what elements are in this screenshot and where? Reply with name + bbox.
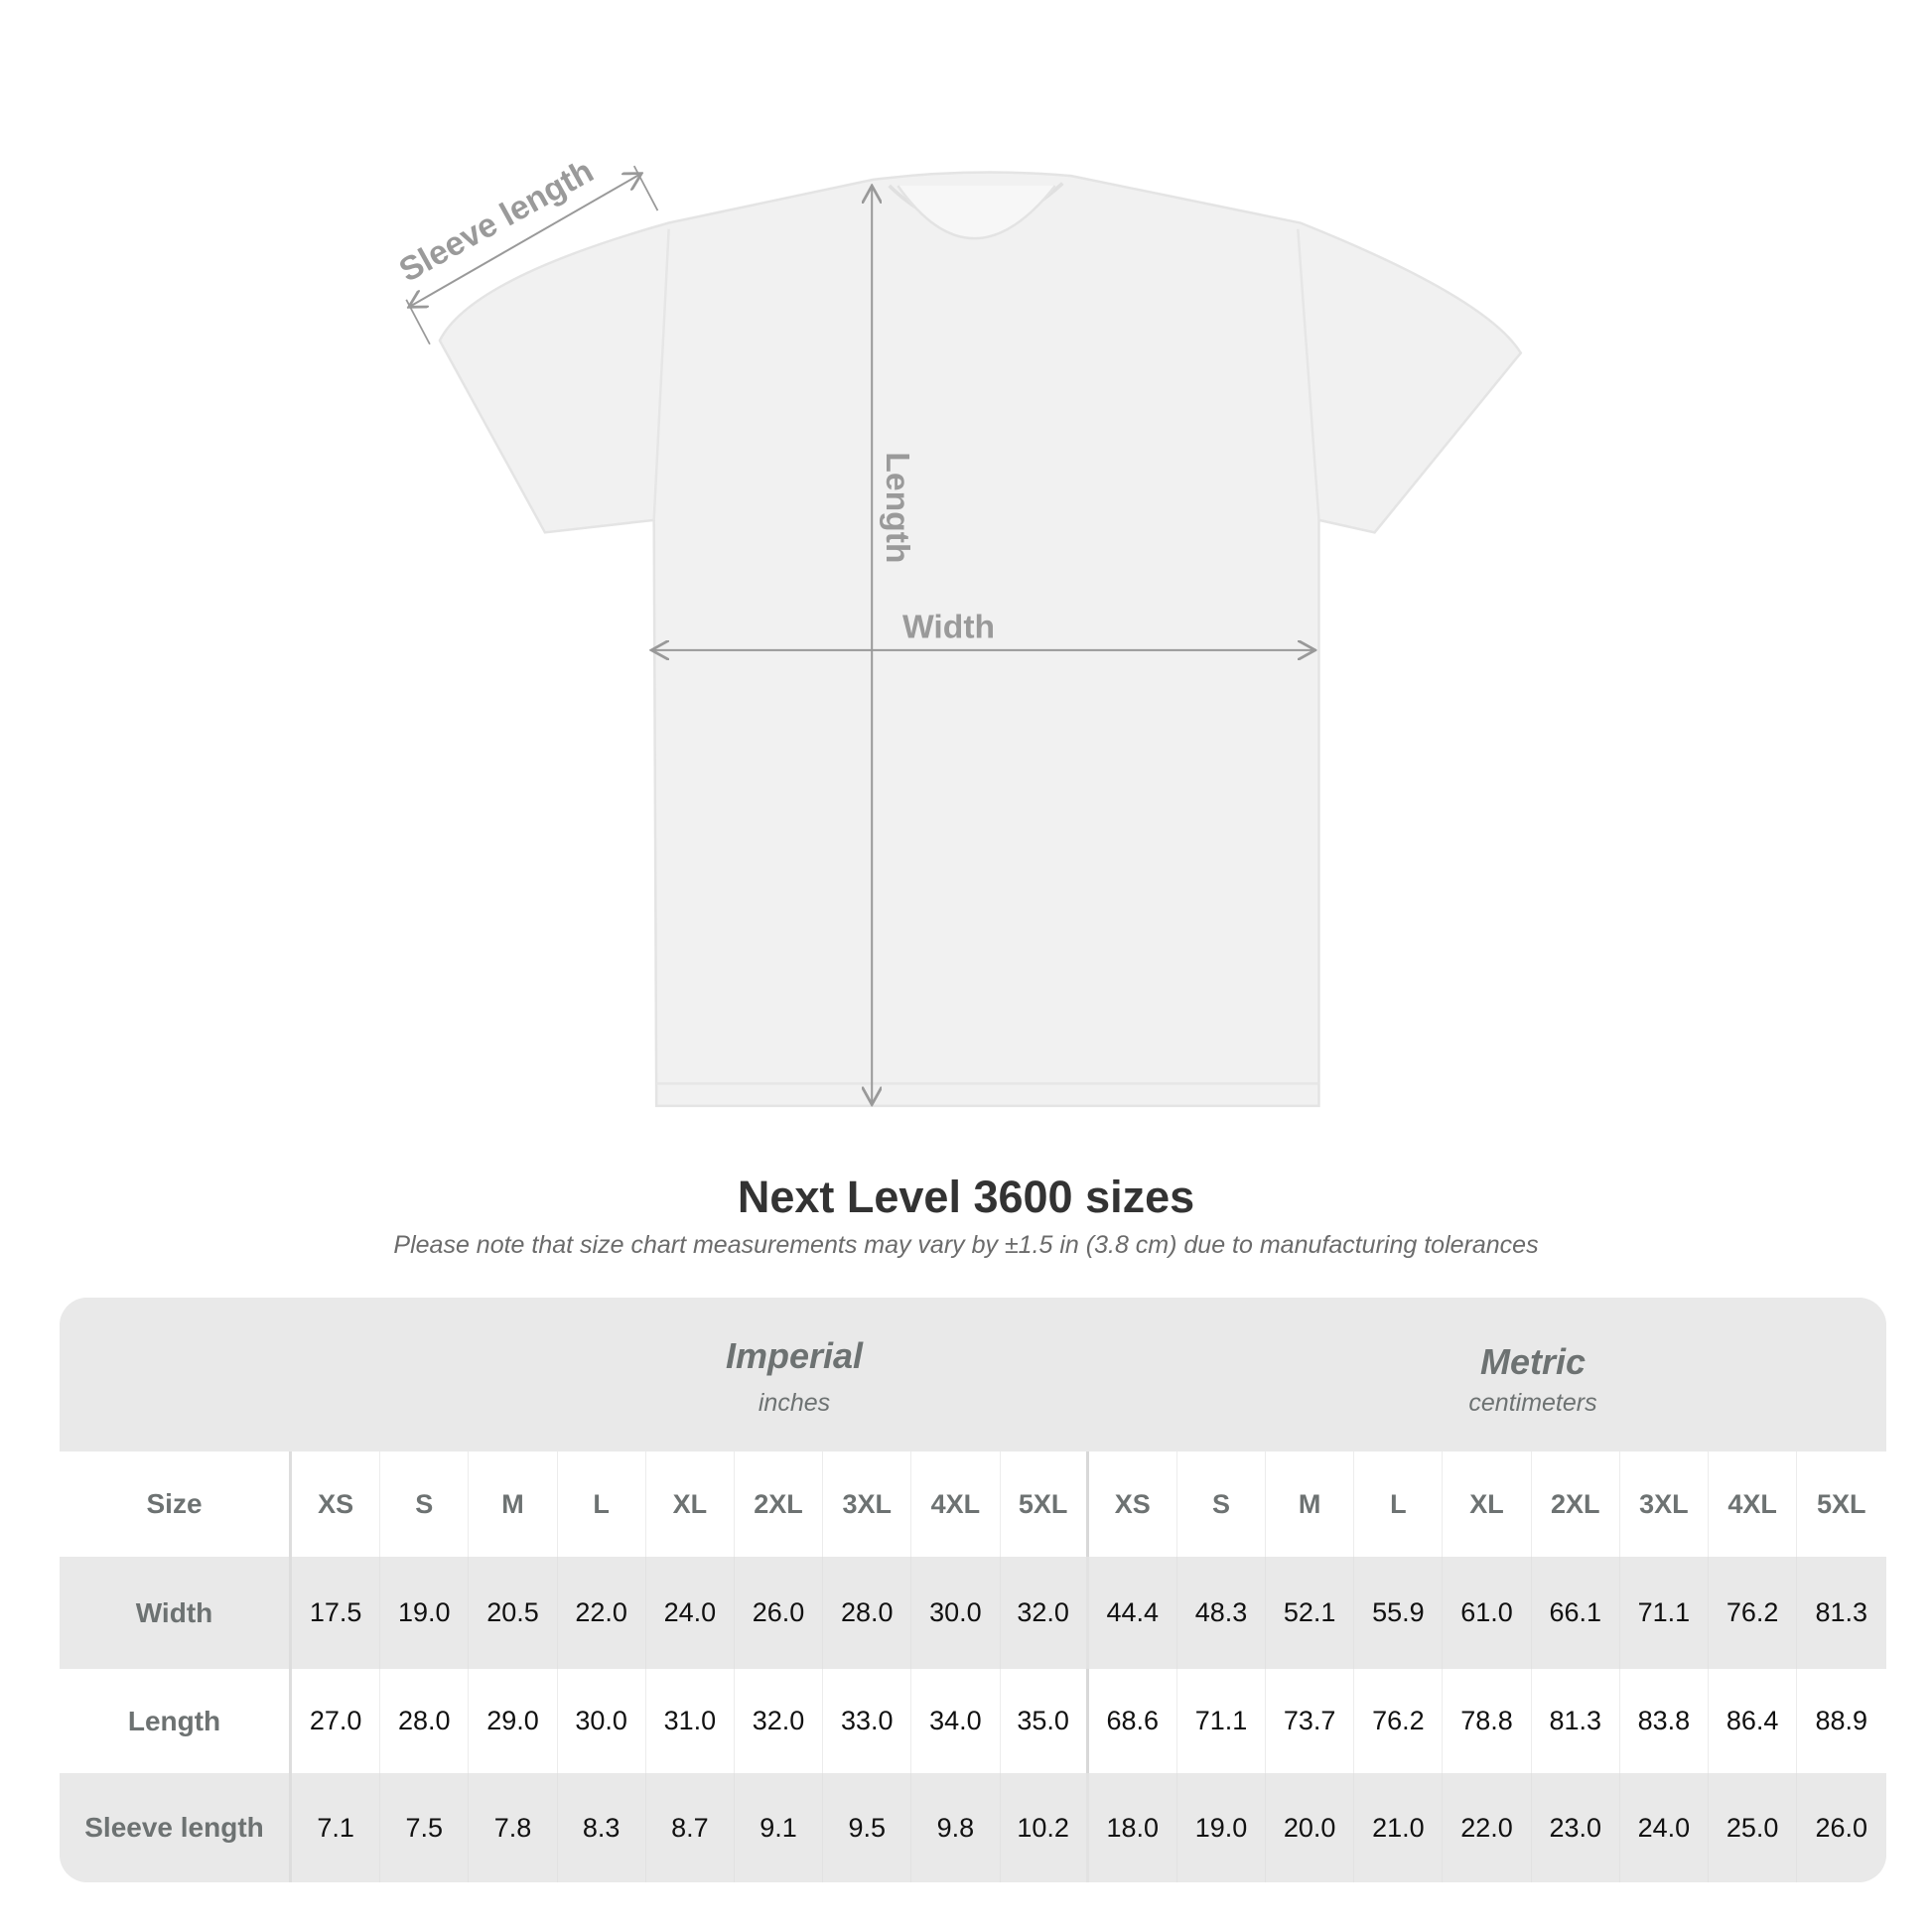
- size-chart-table: Imperial inches Metric centimeters Size X…: [60, 1298, 1886, 1882]
- value-cell: 28.0: [823, 1557, 912, 1669]
- value-cell: 66.1: [1532, 1557, 1620, 1669]
- value-cell: 52.1: [1266, 1557, 1355, 1669]
- table-row-sleeve-length: Sleeve length 7.1 7.5 7.8 8.3 8.7 9.1 9.5 9.8 10.…: [60, 1773, 1886, 1882]
- value-cell: 88.9: [1815, 1706, 1868, 1735]
- imperial-label: Imperial: [725, 1335, 864, 1376]
- row-label: Size: [60, 1451, 292, 1557]
- value-cell: 28.0: [380, 1669, 470, 1773]
- row-label: Length: [60, 1669, 292, 1773]
- size-header-cell: 3XL: [1620, 1451, 1709, 1557]
- value-cell: 81.3: [1815, 1597, 1868, 1627]
- size-header-cell: 4XL: [1709, 1451, 1798, 1557]
- value-cell: 30.0: [911, 1557, 1001, 1669]
- value-cell: 27.0: [292, 1669, 381, 1773]
- value-cell: 9.5: [823, 1773, 912, 1882]
- value-cell: 9.1: [735, 1773, 824, 1882]
- value-cell: 8.7: [646, 1773, 735, 1882]
- table-header: Imperial inches Metric centimeters: [60, 1298, 1886, 1451]
- value-cell: 31.0: [646, 1669, 735, 1773]
- value-cell: 71.1: [1620, 1557, 1709, 1669]
- value-cell: 32.0: [1001, 1557, 1089, 1669]
- value-cell: 9.8: [911, 1773, 1001, 1882]
- page-title: Next Level 3600 sizes: [737, 1172, 1195, 1222]
- value-cell: 30.0: [558, 1669, 646, 1773]
- value-cell: 10.2: [1001, 1773, 1089, 1882]
- value-cell: 8.3: [558, 1773, 646, 1882]
- size-header-cell: 3XL: [823, 1451, 912, 1557]
- value-cell: 20.5: [469, 1557, 558, 1669]
- size-header-cell: 5XL: [1001, 1451, 1089, 1557]
- length-label: Length: [879, 452, 915, 563]
- value-cell: 78.8: [1443, 1669, 1532, 1773]
- size-header-cell: L: [1354, 1451, 1444, 1557]
- value-cell: 7.5: [380, 1773, 470, 1882]
- value-cell: 34.0: [911, 1669, 1001, 1773]
- value-cell: 22.0: [558, 1557, 646, 1669]
- metric-unit: centimeters: [1468, 1389, 1597, 1417]
- value-cell: 55.9: [1354, 1557, 1444, 1669]
- width-label: Width: [902, 609, 995, 645]
- size-header-cell: 2XL: [735, 1451, 824, 1557]
- row-label: Sleeve length: [60, 1773, 292, 1882]
- value-cell: 26.0: [735, 1557, 824, 1669]
- tshirt-diagram: Length Width Sleeve length: [393, 153, 1523, 1108]
- size-header-cell: M: [469, 1451, 558, 1557]
- value-cell: 83.8: [1620, 1669, 1709, 1773]
- value-cell: 17.5: [292, 1557, 381, 1669]
- imperial-group: Imperial inches: [351, 1335, 1237, 1418]
- value-cell: 26.0: [1815, 1812, 1868, 1843]
- value-cell: 33.0: [823, 1669, 912, 1773]
- table-row-size: Size XS S M L XL 2XL 3XL 4XL 5XL XS S M L XL 2XL 3XL 4XL 5…: [60, 1451, 1886, 1557]
- value-cell: 44.4: [1089, 1557, 1177, 1669]
- value-cell: 7.1: [292, 1773, 381, 1882]
- value-cell: 24.0: [1620, 1773, 1709, 1882]
- size-header-cell: 2XL: [1532, 1451, 1620, 1557]
- value-cell: 71.1: [1177, 1669, 1267, 1773]
- value-cell: 24.0: [646, 1557, 735, 1669]
- sleeve-length-arrow: [409, 174, 641, 308]
- value-cell: 22.0: [1443, 1773, 1532, 1882]
- table-row-width: Width 17.5 19.0 20.5 22.0 24.0 26.0 28.0 30.0 32.…: [60, 1557, 1886, 1669]
- metric-group: Metric centimeters: [1090, 1341, 1886, 1418]
- value-cell: 29.0: [469, 1669, 558, 1773]
- size-header-cell: S: [1177, 1451, 1267, 1557]
- value-cell: 21.0: [1354, 1773, 1444, 1882]
- value-cell: 20.0: [1266, 1773, 1355, 1882]
- value-cell: 25.0: [1709, 1773, 1798, 1882]
- table-row-length: Length 27.0 28.0 29.0 30.0 31.0 32.0 33.0 34.0 35…: [60, 1669, 1886, 1773]
- tolerance-note: Please note that size chart measurements…: [393, 1231, 1539, 1259]
- size-header-cell: XS: [1089, 1451, 1177, 1557]
- size-header-cell: XL: [1443, 1451, 1532, 1557]
- size-header-cell: L: [558, 1451, 646, 1557]
- size-header-cell: 4XL: [911, 1451, 1001, 1557]
- value-cell: 18.0: [1089, 1773, 1177, 1882]
- size-header-cell: XS: [292, 1451, 381, 1557]
- value-cell: 86.4: [1709, 1669, 1798, 1773]
- value-cell: 35.0: [1001, 1669, 1089, 1773]
- value-cell: 76.2: [1709, 1557, 1798, 1669]
- value-cell: 19.0: [380, 1557, 470, 1669]
- imperial-unit: inches: [758, 1389, 831, 1417]
- value-cell: 19.0: [1177, 1773, 1267, 1882]
- value-cell: 68.6: [1089, 1669, 1177, 1773]
- value-cell: 48.3: [1177, 1557, 1267, 1669]
- value-cell: 73.7: [1266, 1669, 1355, 1773]
- value-cell: 32.0: [735, 1669, 824, 1773]
- row-label: Width: [60, 1557, 292, 1669]
- value-cell: 81.3: [1532, 1669, 1620, 1773]
- value-cell: 61.0: [1443, 1557, 1532, 1669]
- size-header-cell: M: [1266, 1451, 1355, 1557]
- size-header-cell: XL: [646, 1451, 735, 1557]
- value-cell: 23.0: [1532, 1773, 1620, 1882]
- size-header-cell: S: [380, 1451, 470, 1557]
- size-header-cell: 5XL: [1817, 1488, 1866, 1519]
- value-cell: 76.2: [1354, 1669, 1444, 1773]
- metric-label: Metric: [1479, 1341, 1587, 1382]
- value-cell: 7.8: [469, 1773, 558, 1882]
